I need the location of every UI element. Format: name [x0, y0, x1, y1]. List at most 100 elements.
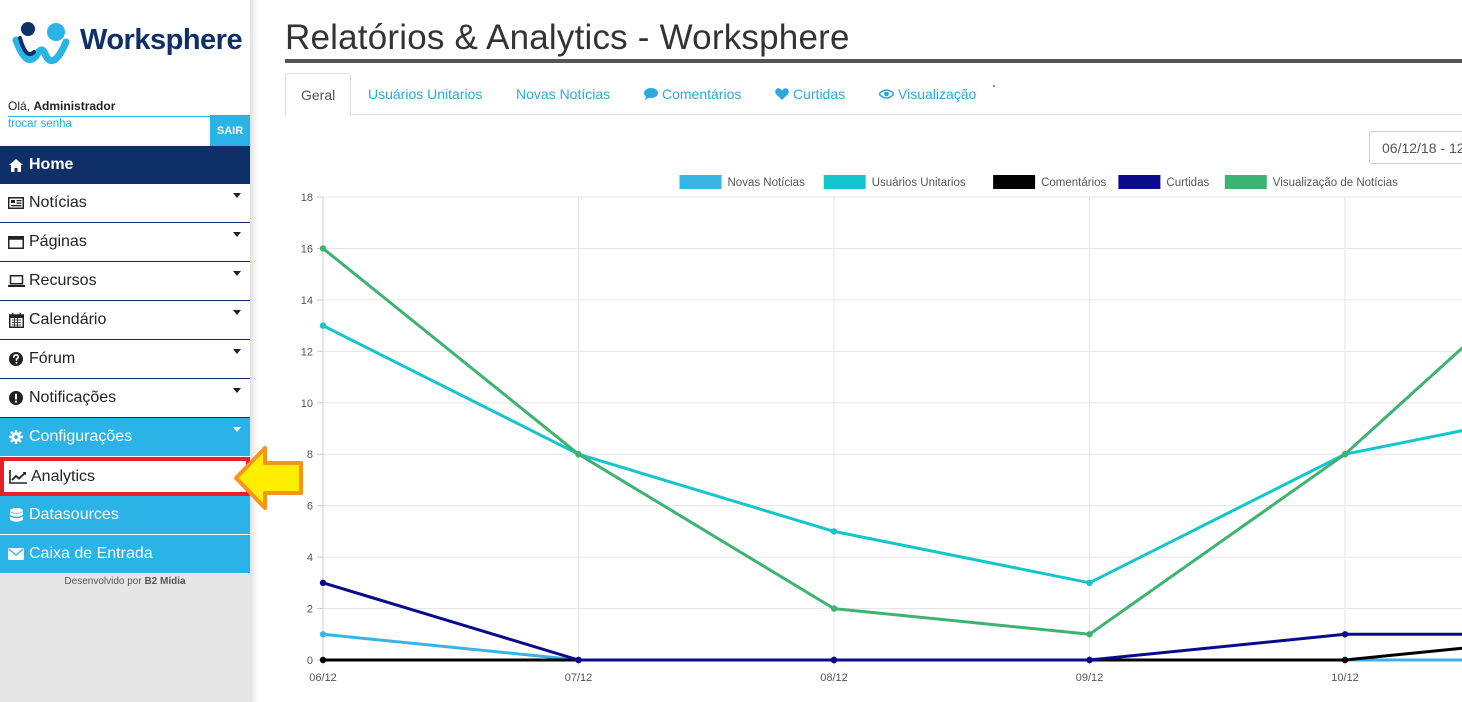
data-point: [575, 656, 582, 664]
data-point: [830, 656, 838, 664]
data-point: [1341, 451, 1349, 458]
tab-geral[interactable]: Geral: [285, 73, 352, 116]
chevron-down-icon: [233, 271, 241, 276]
brand-name: Worksphere: [80, 24, 243, 56]
sidebar-item-label: Calendário: [29, 311, 107, 328]
laptop-icon: [7, 273, 25, 289]
y-tick-label: 4: [307, 552, 313, 564]
y-tick-label: 0: [307, 655, 313, 667]
y-tick-label: 2: [307, 604, 313, 616]
analytics-line-chart: Novas Notícias Usuários Unitarios Comentár…: [301, 175, 1462, 684]
logo-area: Worksphere: [0, 0, 250, 92]
x-tick-label: 07/12: [565, 672, 593, 684]
data-point: [319, 656, 327, 664]
chevron-down-icon: [233, 232, 241, 237]
analytics-tabs: Geral Usuários Unitarios Novas Notícias …: [285, 73, 1462, 116]
title-divider: [285, 59, 1462, 63]
window-icon: [7, 234, 25, 250]
x-tick-label: 09/12: [1076, 672, 1104, 684]
heart-icon: [775, 88, 789, 100]
sidebar-item-paginas[interactable]: Páginas: [0, 223, 250, 262]
y-tick-label: 18: [301, 192, 313, 204]
user-name: Administrador: [33, 99, 116, 113]
sidebar-shadow: [250, 0, 258, 702]
legend-label: Comentários: [1041, 177, 1106, 189]
sidebar-item-configuracoes[interactable]: Configurações: [0, 418, 250, 457]
chart-legend: Novas Notícias Usuários Unitarios Comentár…: [679, 175, 1398, 189]
x-tick-label: 08/12: [820, 672, 848, 684]
sidebar-item-label: Notificações: [29, 389, 117, 406]
tab-label: Curtidas: [793, 86, 846, 102]
line-chart-icon: [9, 469, 27, 485]
chevron-down-icon: [233, 388, 241, 393]
tab-label: Novas Notícias: [516, 86, 611, 102]
data-point: [830, 528, 838, 535]
legend-label: Curtidas: [1166, 177, 1209, 189]
data-point: [319, 631, 327, 638]
sidebar-item-caixa-de-entrada[interactable]: Caixa de Entrada: [0, 535, 250, 574]
legend-swatch: [823, 175, 866, 189]
exclamation-icon: [7, 390, 25, 406]
sidebar-item-label: Caixa de Entrada: [29, 545, 153, 562]
tab-novas-noticias[interactable]: Novas Notícias: [516, 73, 610, 115]
y-tick-label: 8: [307, 449, 313, 461]
data-point: [319, 245, 327, 252]
page-title: Relatórios & Analytics - Worksphere: [285, 18, 850, 57]
tab-curtidas[interactable]: Curtidas: [775, 73, 845, 115]
x-tick-label: 06/12: [309, 672, 337, 684]
database-icon: [7, 507, 25, 523]
tabs-overflow-dot: [993, 85, 995, 87]
tab-comentarios[interactable]: Comentários: [644, 73, 741, 115]
x-axis: 06/12 07/12 08/12 09/12 10/12: [309, 672, 1359, 684]
logout-button[interactable]: SAIR: [210, 115, 250, 146]
sidebar-item-recursos[interactable]: Recursos: [0, 262, 250, 301]
tab-usuarios-unitarios[interactable]: Usuários Unitarios: [368, 73, 482, 115]
sidebar-item-noticias[interactable]: Notícias: [0, 184, 250, 223]
data-point: [1341, 631, 1349, 638]
tab-label: Usuários Unitarios: [368, 86, 483, 102]
tab-visualizacao[interactable]: Visualização: [879, 73, 976, 115]
sidebar-item-label: Configurações: [29, 428, 133, 445]
sidebar-item-datasources[interactable]: Datasources: [0, 496, 250, 535]
x-tick-label: 10/12: [1331, 672, 1359, 684]
sidebar-item-calendario[interactable]: Calendário: [0, 301, 250, 340]
user-area: Olá, Administrador trocar senha SAIR: [0, 92, 250, 146]
change-password-link[interactable]: trocar senha: [8, 116, 210, 130]
sidebar-item-label: Home: [29, 156, 74, 173]
newspaper-icon: [7, 195, 25, 211]
y-tick-label: 14: [301, 295, 313, 307]
sidebar: Worksphere Olá, Administrador trocar sen…: [0, 0, 250, 702]
chevron-down-icon: [233, 427, 241, 432]
data-point: [575, 451, 582, 458]
footer-credit: Desenvolvido por B2 Mídia: [0, 576, 250, 587]
greeting-text: Olá,: [8, 99, 31, 113]
tab-label: Geral: [301, 86, 336, 103]
series-line-4: [322, 247, 1462, 636]
series-line-3: [322, 581, 1462, 662]
chevron-down-icon: [233, 310, 241, 315]
tab-label: Comentários: [662, 86, 742, 102]
legend-label: Usuários Unitarios: [872, 177, 966, 189]
y-axis: 0 2 4 6 8 10 12 14 16 18: [301, 192, 313, 667]
sidebar-item-analytics[interactable]: Analytics: [0, 457, 250, 496]
comment-icon: [644, 88, 658, 100]
sidebar-item-label: Analytics: [31, 467, 96, 485]
sidebar-item-home[interactable]: Home: [0, 146, 250, 184]
chevron-down-icon: [233, 349, 241, 354]
data-point: [1341, 656, 1349, 664]
sidebar-item-label: Páginas: [29, 233, 87, 250]
sidebar-item-forum[interactable]: Fórum: [0, 340, 250, 379]
chart-series: [319, 245, 1462, 664]
chevron-down-icon: [233, 193, 241, 198]
footer-brand: B2 Mídia: [144, 576, 186, 587]
series-line-2: [323, 646, 1462, 662]
sidebar-item-notificacoes[interactable]: Notificações: [0, 379, 250, 418]
footer-prefix: Desenvolvido por: [64, 576, 142, 587]
home-icon: [7, 157, 25, 173]
data-point: [1086, 579, 1093, 587]
date-range-input[interactable]: 06/12/18 - 12: [1369, 131, 1462, 164]
y-tick-label: 6: [307, 501, 313, 513]
chart-grid: [317, 196, 1462, 666]
envelope-icon: [7, 546, 25, 562]
